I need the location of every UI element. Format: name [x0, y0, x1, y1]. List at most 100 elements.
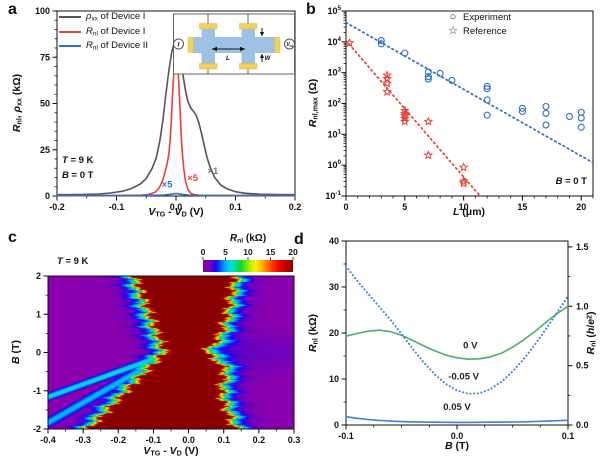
legend-item-rnl-device-I: Rnl of Device I [59, 26, 145, 38]
svg-text:75: 75 [40, 52, 50, 62]
experiment-point [542, 102, 550, 111]
svg-text:25: 25 [40, 145, 50, 155]
fit-line-experiment-fit [345, 21, 594, 164]
panel-c-x-axis-title: VTG - VD (V) [143, 445, 199, 458]
legend-item-rnl-device-II: Rnl of Device II [59, 41, 148, 52]
reference-point [399, 116, 410, 126]
svg-text:0.0: 0.0 [451, 431, 464, 441]
panel-d-x-axis-title: B (T) [445, 440, 469, 452]
svg-text:5: 5 [402, 202, 407, 212]
experiment-point [483, 82, 491, 90]
svg-text:100: 100 [35, 6, 50, 16]
svg-text:102: 102 [327, 98, 341, 109]
svg-text:W: W [265, 56, 272, 62]
colorbar [203, 260, 293, 272]
panel-c-y-axis-title: B (T) [9, 340, 22, 364]
reference-point [458, 176, 469, 186]
panel-a: -0.2 -0.1 0.0 0.1 0.2 0 25 50 75 100 ×1 ×5 ×5 I Vnl L W [35, 6, 301, 212]
panel-b-x-axis-title: L (μm) [452, 206, 486, 218]
svg-text:1: 1 [36, 309, 41, 319]
svg-text:0.1: 0.1 [562, 431, 575, 441]
experiment-point [377, 40, 385, 48]
experiment-point [436, 69, 444, 77]
experiment-point [401, 49, 409, 57]
star-marker-icon: ☆ [448, 25, 458, 37]
svg-text:0.3: 0.3 [288, 435, 301, 445]
svg-text:0: 0 [334, 420, 339, 430]
legend-line-swatch [59, 16, 81, 19]
experiment-point [577, 114, 585, 122]
svg-text:0.1: 0.1 [229, 202, 242, 212]
reference-point [344, 37, 355, 48]
svg-text:Vnl: Vnl [286, 42, 292, 48]
experiment-point [518, 107, 526, 116]
svg-text:×5: ×5 [162, 180, 174, 191]
legend-line-swatch [59, 30, 81, 33]
legend-item-reference: ☆ Reference [446, 26, 507, 37]
svg-text:10-1: 10-1 [325, 190, 341, 201]
experiment-point [424, 73, 432, 81]
svg-text:0.0: 0.0 [170, 202, 183, 212]
svg-text:20: 20 [576, 202, 586, 212]
colorbar-tick-label: 10 [243, 247, 253, 257]
svg-text:×5: ×5 [187, 173, 199, 184]
reference-point [399, 113, 410, 123]
svg-text:0.5: 0.5 [576, 361, 589, 371]
fit-line-reference-fit [345, 39, 481, 197]
svg-text:-0.2: -0.2 [111, 435, 127, 445]
legend-item-rho-xx-device-I: ρxx of Device I [59, 12, 145, 23]
panel-b: 0 5 10 15 20 105 104 103 102 101 100 10-1 [325, 5, 594, 212]
reference-point [382, 78, 393, 88]
experiment-point [542, 121, 550, 129]
svg-text:40: 40 [329, 236, 339, 246]
experiment-point [565, 112, 574, 121]
experiment-point [577, 108, 585, 116]
svg-text:0: 0 [45, 191, 50, 201]
panel-a-x-axis-title: VTG - VD (V) [148, 206, 204, 219]
series-gate-plus-0.05V [345, 415, 569, 424]
svg-text:0.2: 0.2 [289, 202, 302, 212]
svg-text:10: 10 [329, 374, 339, 384]
svg-text:0 V: 0 V [463, 341, 478, 352]
svg-text:101: 101 [327, 128, 341, 139]
experiment-point [483, 96, 491, 104]
panel-c-temperature-text: T = 9 K [57, 256, 89, 267]
series-R-nl-device-II [56, 192, 296, 197]
svg-text:I: I [178, 42, 180, 49]
experiment-point [542, 109, 550, 117]
panel-label-c: c [8, 229, 17, 246]
device-schematic-inset: I Vnl L W [173, 13, 295, 75]
svg-text:0.0: 0.0 [182, 435, 195, 445]
panel-b-field-text: B = 0 T [555, 176, 587, 187]
svg-text:0: 0 [36, 348, 41, 358]
panel-d-y2-axis-title: Rnl (h/e2) [585, 311, 598, 355]
panel-label-a: a [8, 1, 17, 18]
reference-point [458, 162, 469, 172]
panel-c: -0.4 -0.3 -0.2 -0.1 0.0 0.1 0.2 0.3 -2 -1 0 1 2 [33, 257, 300, 445]
svg-text:-0.1: -0.1 [338, 431, 354, 441]
svg-text:103: 103 [327, 67, 341, 78]
experiment-point [518, 104, 526, 112]
svg-text:20: 20 [329, 328, 339, 338]
heatmap-canvas [48, 276, 294, 429]
svg-text:15: 15 [517, 202, 527, 212]
panel-label-b: b [306, 1, 316, 18]
colorbar-tick-label: 5 [223, 247, 228, 257]
svg-text:0.05 V: 0.05 V [443, 402, 471, 413]
panel-a-temperature-text: T = 9 K [62, 155, 94, 166]
colorbar-tick-label: 15 [265, 247, 276, 257]
svg-text:-2: -2 [33, 424, 41, 434]
experiment-point [424, 75, 432, 83]
colorbar-title: Rnl (kΩ) [229, 233, 267, 245]
svg-text:-0.1: -0.1 [109, 202, 125, 212]
panel-label-d: d [294, 231, 304, 248]
svg-text:L: L [226, 55, 230, 62]
experiment-point [377, 37, 385, 45]
svg-text:104: 104 [327, 36, 341, 47]
svg-text:-1: -1 [33, 386, 41, 396]
svg-text:-0.1: -0.1 [146, 435, 162, 445]
experiment-point [424, 68, 432, 76]
svg-text:1.0: 1.0 [576, 301, 589, 311]
legend-item-experiment: ○ Experiment [446, 12, 511, 23]
reference-point [458, 178, 469, 188]
